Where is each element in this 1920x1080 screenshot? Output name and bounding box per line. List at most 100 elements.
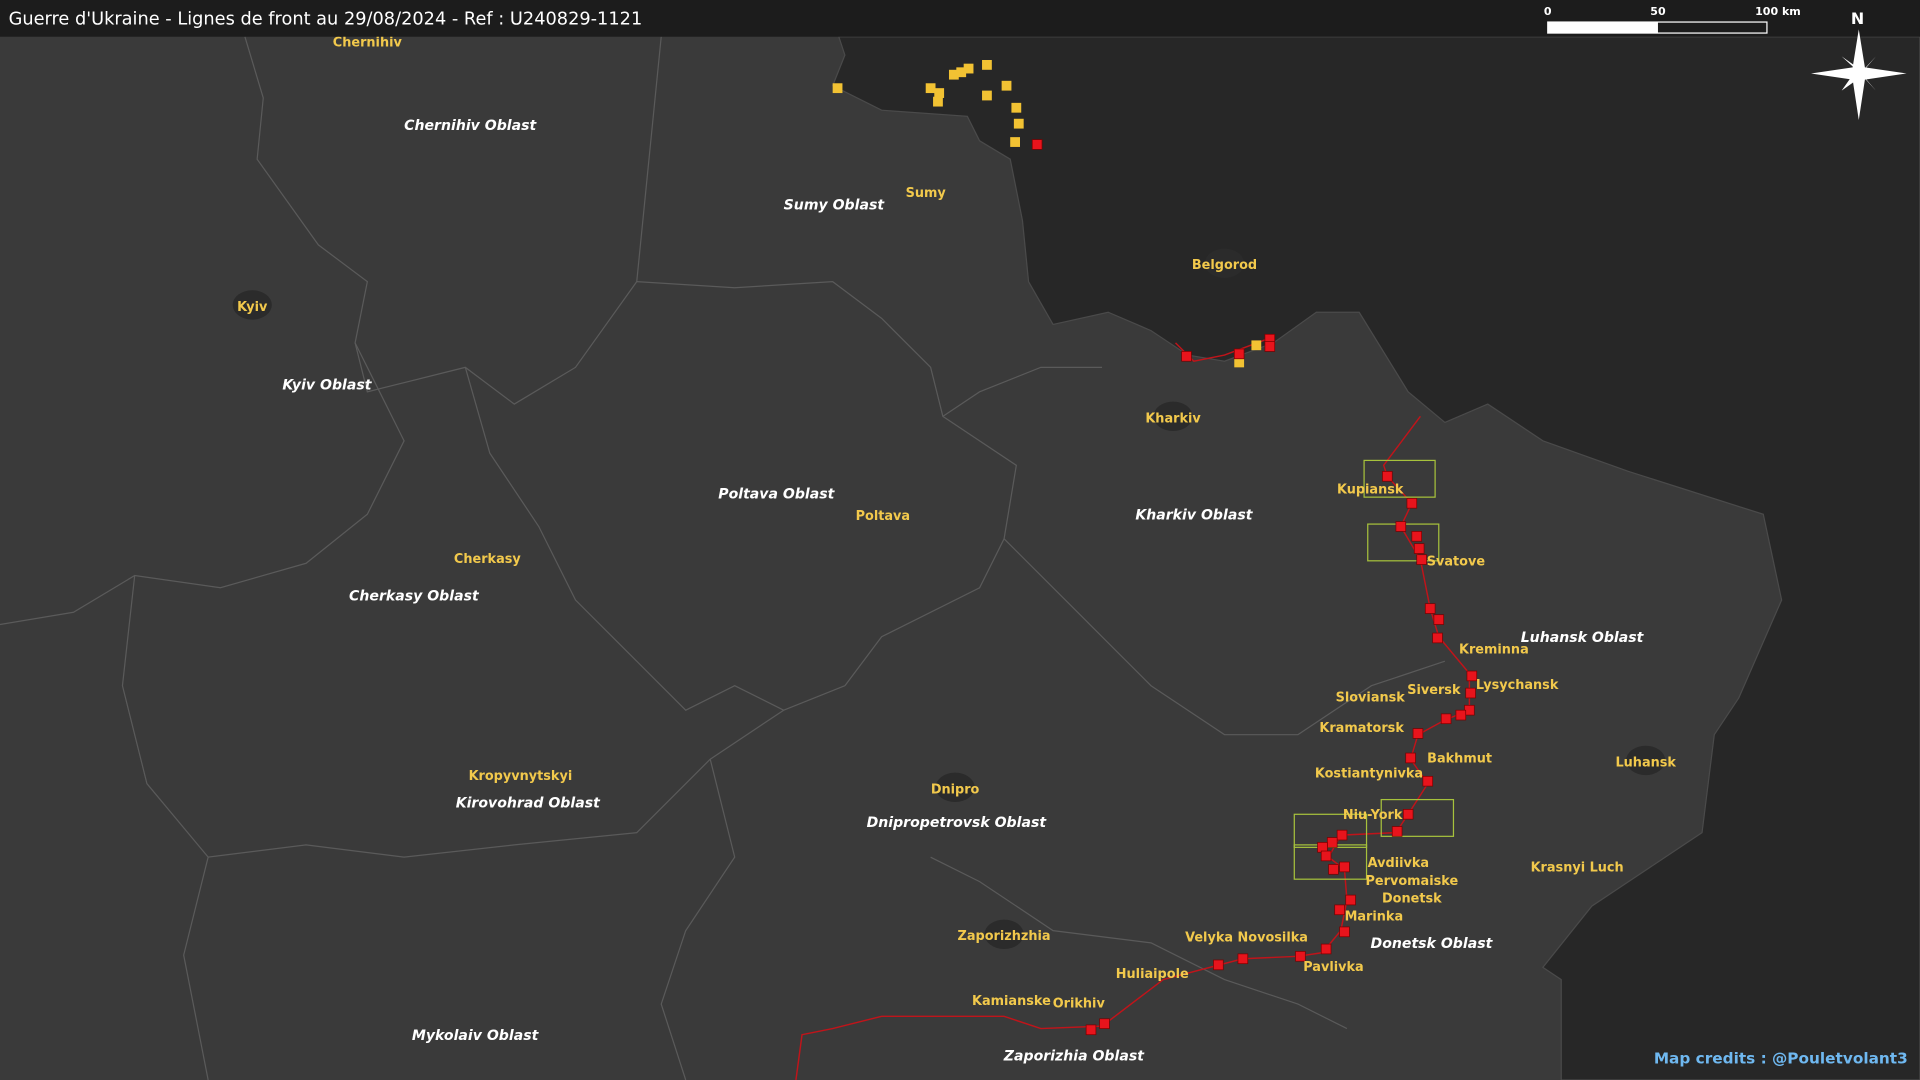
oblast-label: Chernihiv Oblast: [404, 118, 537, 134]
red-marker: [1031, 139, 1043, 150]
red-marker: [1339, 861, 1350, 873]
scale-label: 100 km: [1755, 5, 1801, 18]
yellow-marker: [1013, 118, 1024, 129]
city-label: Velyka Novosilka: [1185, 930, 1308, 945]
red-marker: [1264, 341, 1276, 352]
city-label: Marinka: [1345, 910, 1404, 925]
red-marker: [1416, 554, 1427, 565]
credits: Map credits : @Pouletvolant3: [1654, 1050, 1908, 1068]
oblast-label: Mykolaiv Oblast: [412, 1028, 540, 1044]
oblast-label: Kyiv Oblast: [282, 378, 372, 394]
red-marker: [1382, 471, 1393, 482]
city-area: [935, 772, 975, 803]
red-marker: [1432, 632, 1443, 644]
red-marker: [1413, 543, 1425, 554]
red-marker: [1424, 603, 1436, 614]
red-marker: [1405, 752, 1416, 764]
yellow-marker: [1251, 340, 1262, 351]
city-label: Sloviansk: [1336, 690, 1406, 705]
red-marker: [1326, 837, 1338, 848]
scale-bar: 0 50 100 km: [1544, 5, 1801, 34]
compass-label: N: [1851, 9, 1864, 28]
city-label: Niu-York: [1343, 808, 1403, 823]
yellow-marker: [832, 83, 843, 94]
city-area: [1153, 401, 1193, 432]
oblast-label: Luhansk Oblast: [1521, 630, 1645, 646]
red-marker: [1465, 687, 1476, 699]
city-label: Pavlivka: [1303, 960, 1364, 975]
red-marker: [1440, 713, 1452, 725]
city-label: Poltava: [856, 509, 910, 524]
markers: [232, 60, 1666, 1036]
yellow-marker: [1001, 80, 1012, 91]
red-marker: [1320, 850, 1332, 862]
compass: N: [1811, 9, 1907, 120]
red-marker: [1336, 829, 1348, 841]
red-marker: [1411, 531, 1422, 542]
city-label: Kramatorsk: [1319, 721, 1404, 736]
city-area: [1204, 248, 1245, 278]
city-label: Huliaipole: [1116, 967, 1189, 982]
city-label: Orikhiv: [1053, 997, 1106, 1012]
red-marker: [1391, 826, 1403, 837]
red-marker: [1328, 864, 1339, 875]
city-label: Bakhmut: [1427, 752, 1492, 767]
city-label: Cherkasy: [454, 552, 521, 567]
red-marker: [1099, 1018, 1110, 1029]
oblast-label: Sumy Oblast: [784, 198, 886, 214]
city-area: [232, 290, 272, 320]
city-label: Lysychansk: [1476, 678, 1559, 693]
yellow-marker: [1234, 357, 1245, 368]
red-marker: [1181, 351, 1192, 362]
scale-label: 0: [1544, 5, 1552, 18]
red-marker: [1406, 498, 1418, 509]
labels: Chernihiv Sumy Belgorod Kyiv Kharkiv Kupiansk…: [237, 35, 1676, 1064]
yellow-marker: [956, 67, 967, 78]
city-label: Donetsk: [1382, 891, 1442, 906]
compass-star-diag: [1841, 56, 1876, 91]
focus-box: [1380, 798, 1455, 837]
yellow-marker: [982, 60, 992, 70]
red-marker: [1334, 904, 1345, 916]
city-label: Luhansk: [1615, 755, 1676, 770]
city-label: Kupiansk: [1337, 482, 1404, 497]
red-marker: [1412, 728, 1424, 739]
red-marker: [1466, 670, 1478, 682]
oblast-label: Kirovohrad Oblast: [456, 795, 601, 811]
city-label: Chernihiv: [333, 35, 403, 50]
title: Guerre d'Ukraine - Lignes de front au 29…: [9, 10, 643, 30]
city-label: Krasnyi Luch: [1531, 861, 1624, 876]
city-area: [1626, 745, 1666, 776]
scale-fill: [1547, 22, 1658, 34]
oblast-borders: [0, 36, 1446, 1080]
red-marker: [1295, 951, 1306, 962]
city-label: Siversk: [1407, 683, 1461, 698]
yellow-marker: [982, 90, 992, 101]
city-label: Svatove: [1427, 555, 1486, 570]
city-label: Avdiivka: [1368, 856, 1429, 871]
city-label: Kostiantynivka: [1315, 766, 1423, 781]
city-label: Kropyvnytskyi: [469, 769, 573, 784]
red-marker: [1339, 926, 1350, 938]
oblast-label: Kharkiv Oblast: [1135, 508, 1253, 524]
city-label: Pervomaiske: [1366, 874, 1459, 889]
city-label: Kamianske: [972, 994, 1051, 1009]
oblast-label: Cherkasy Oblast: [349, 588, 480, 604]
red-marker: [1395, 521, 1407, 532]
city-label: Kyiv: [237, 300, 268, 315]
yellow-marker: [925, 83, 936, 94]
yellow-marker: [1010, 137, 1020, 147]
red-marker: [1422, 775, 1434, 787]
scale-label: 50: [1650, 5, 1666, 18]
red-marker: [1402, 809, 1414, 820]
city-label: Dnipro: [931, 782, 980, 797]
city-area: [984, 919, 1024, 949]
yellow-marker: [948, 69, 959, 80]
red-marker: [1455, 709, 1467, 721]
red-marker: [1213, 959, 1224, 971]
red-marker: [1345, 894, 1356, 906]
yellow-marker: [934, 88, 945, 98]
city-label: Sumy: [906, 186, 947, 201]
yellow-marker: [933, 96, 943, 107]
